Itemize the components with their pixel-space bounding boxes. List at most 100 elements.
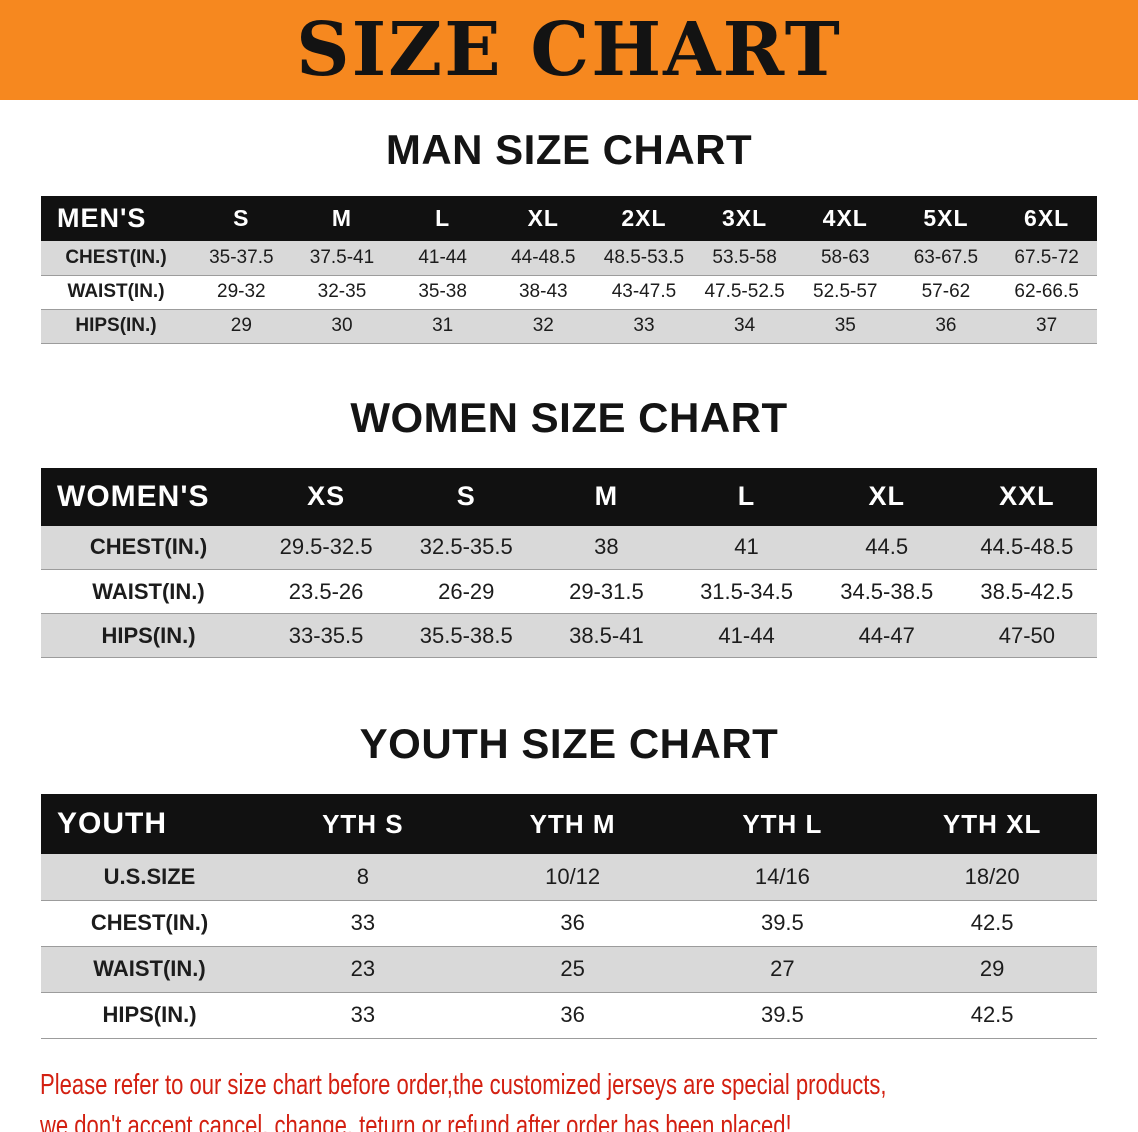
header-row: MEN'S S M L XL 2XL 3XL 4XL 5XL 6XL (41, 196, 1097, 241)
table-cell: 29 (887, 946, 1097, 993)
column-header: S (396, 467, 537, 526)
notice-line-2: we don't accept cancel, change, teturn o… (40, 1109, 792, 1132)
column-header: YTH M (467, 794, 678, 854)
table-row: CHEST(IN.) 29.5-32.5 32.5-35.5 38 41 44.5 44.5… (41, 525, 1097, 570)
table-cell: 32.5-35.5 (396, 525, 537, 570)
column-header: S (191, 196, 292, 241)
column-header: 5XL (895, 196, 997, 241)
table-cell: 26-29 (396, 569, 537, 614)
table-cell: 53.5-58 (694, 241, 795, 276)
row-label: HIPS(IN.) (41, 992, 258, 1039)
womens-size-table: WOMEN'S XS S M L XL XXL CHEST(IN.) 29.5-32.5 32.… (41, 467, 1097, 658)
column-header: YTH S (258, 794, 468, 854)
table-row: WAIST(IN.) 23 25 27 29 (41, 946, 1097, 993)
table-cell: 38.5-42.5 (956, 569, 1097, 614)
women-section-title: WOMEN SIZE CHART (350, 393, 788, 441)
row-label: CHEST(IN.) (41, 241, 191, 276)
table-cell: 44-48.5 (492, 241, 594, 276)
row-label: CHEST(IN.) (41, 900, 258, 947)
table-cell: 14/16 (677, 854, 888, 901)
table-cell: 41-44 (392, 241, 493, 276)
table-cell: 58-63 (794, 241, 896, 276)
table-cell: 33 (258, 900, 468, 947)
table-cell: 37 (996, 309, 1097, 344)
table-cell: 36 (895, 309, 997, 344)
column-header: 2XL (593, 196, 695, 241)
column-header: XXL (956, 467, 1097, 526)
table-cell: 44-47 (816, 613, 957, 658)
table-cell: 10/12 (467, 854, 678, 901)
table-cell: 23 (258, 946, 468, 993)
table-cell: 57-62 (895, 275, 997, 310)
youth-size-section: YOUTH SIZE CHART YOUTH YTH S YTH M YTH L YTH… (0, 720, 1138, 1039)
table-cell: 34 (694, 309, 795, 344)
table-cell: 31 (392, 309, 493, 344)
page-title: SIZE CHART (296, 7, 842, 93)
table-title-cell: MEN'S (41, 196, 191, 241)
table-row: CHEST(IN.) 35-37.5 37.5-41 41-44 44-48.5 48.5… (41, 241, 1097, 276)
table-cell: 35-38 (392, 275, 493, 310)
column-header: XL (492, 196, 594, 241)
row-label: WAIST(IN.) (41, 275, 191, 310)
notice-line-1: Please refer to our size chart before or… (40, 1068, 887, 1101)
table-row: HIPS(IN.) 33-35.5 35.5-38.5 38.5-41 41-44 44-… (41, 613, 1097, 658)
table-cell: 38-43 (492, 275, 594, 310)
row-label: CHEST(IN.) (41, 525, 256, 570)
table-cell: 41 (676, 525, 817, 570)
order-notice: Please refer to our size chart before or… (0, 1065, 1138, 1132)
mens-table-body: CHEST(IN.) 35-37.5 37.5-41 41-44 44-48.5 48.5… (41, 241, 1097, 344)
table-cell: 48.5-53.5 (593, 241, 695, 276)
table-cell: 62-66.5 (996, 275, 1097, 310)
column-header: 6XL (996, 196, 1097, 241)
column-header: XL (816, 467, 957, 526)
table-title-cell: WOMEN'S (41, 467, 256, 526)
table-cell: 47.5-52.5 (694, 275, 795, 310)
row-label: U.S.SIZE (41, 854, 258, 901)
column-header: YTH XL (887, 794, 1097, 854)
table-row: HIPS(IN.) 29 30 31 32 33 34 35 36 37 (41, 309, 1097, 344)
youth-section-title: YOUTH SIZE CHART (359, 720, 779, 767)
table-cell: 35-37.5 (191, 241, 292, 276)
table-cell: 8 (258, 854, 468, 901)
table-cell: 35 (794, 309, 896, 344)
mens-table-header: MEN'S S M L XL 2XL 3XL 4XL 5XL 6XL (41, 196, 1097, 241)
table-cell: 63-67.5 (895, 241, 997, 276)
womens-table-header: WOMEN'S XS S M L XL XXL (41, 467, 1097, 526)
table-cell: 32 (492, 309, 594, 344)
row-label: WAIST(IN.) (41, 946, 258, 993)
womens-table-body: CHEST(IN.) 29.5-32.5 32.5-35.5 38 41 44.5 44.5… (41, 525, 1097, 658)
man-section-title: MAN SIZE CHART (385, 126, 753, 173)
table-row: CHEST(IN.) 33 36 39.5 42.5 (41, 900, 1097, 947)
table-cell: 18/20 (887, 854, 1097, 901)
table-row: HIPS(IN.) 33 36 39.5 42.5 (41, 992, 1097, 1039)
header-row: YOUTH YTH S YTH M YTH L YTH XL (41, 794, 1097, 854)
table-cell: 36 (467, 992, 678, 1039)
table-cell: 33 (258, 992, 468, 1039)
column-header: 4XL (794, 196, 896, 241)
table-cell: 39.5 (677, 992, 888, 1039)
table-cell: 23.5-26 (256, 569, 397, 614)
table-row: WAIST(IN.) 23.5-26 26-29 29-31.5 31.5-34.5 34… (41, 569, 1097, 614)
women-size-section: WOMEN SIZE CHART WOMEN'S XS S M L XL XXL CHEST… (0, 393, 1138, 658)
table-cell: 44.5-48.5 (956, 525, 1097, 570)
column-header: M (291, 196, 393, 241)
table-cell: 30 (291, 309, 393, 344)
youth-table-header: YOUTH YTH S YTH M YTH L YTH XL (41, 794, 1097, 854)
table-row: U.S.SIZE 8 10/12 14/16 18/20 (41, 854, 1097, 901)
table-cell: 25 (467, 946, 678, 993)
table-cell: 29-32 (191, 275, 292, 310)
table-cell: 29-31.5 (536, 569, 677, 614)
table-cell: 41-44 (676, 613, 817, 658)
table-cell: 34.5-38.5 (816, 569, 957, 614)
table-cell: 35.5-38.5 (396, 613, 537, 658)
table-cell: 33 (593, 309, 695, 344)
table-cell: 29.5-32.5 (256, 525, 397, 570)
table-cell: 29 (191, 309, 292, 344)
column-header: 3XL (694, 196, 795, 241)
table-cell: 44.5 (816, 525, 957, 570)
table-cell: 38.5-41 (536, 613, 677, 658)
table-cell: 42.5 (887, 900, 1097, 947)
column-header: YTH L (677, 794, 888, 854)
youth-size-table: YOUTH YTH S YTH M YTH L YTH XL U.S.SIZE 8 10/1… (41, 794, 1097, 1039)
